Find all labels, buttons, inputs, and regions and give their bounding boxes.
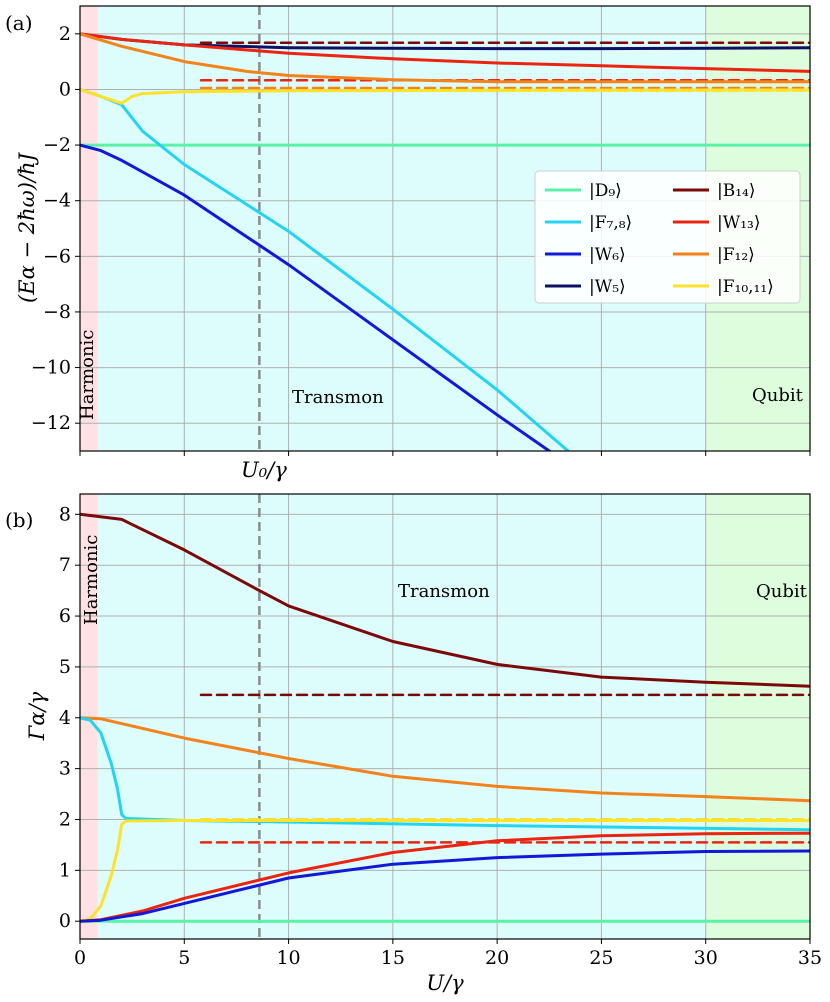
series-line-5 [80, 32, 810, 73]
series-line-2 [80, 143, 551, 451]
panel-b-series [80, 512, 810, 923]
y-tick-label: 2 [59, 808, 71, 830]
x-tick-label: 25 [589, 947, 613, 969]
legend: |D₉⟩ |F₇,₈⟩ |W₆⟩ |W₅⟩ |B₁₄⟩ |W₁₃⟩ |F₁₂⟩ |F₁₀,₁₁… [534, 170, 801, 304]
y-tick-label: −2 [43, 134, 71, 156]
y-tick-label: 0 [59, 910, 71, 932]
panel-b-harmonic-label: Harmonic [81, 535, 102, 625]
legend-entry: |W₅⟩ [589, 277, 626, 297]
panel-a-transmon-label: Transmon [292, 387, 384, 408]
y-tick-label: −8 [43, 301, 71, 323]
x-tick-label: 5 [178, 947, 190, 969]
y-tick-label: 3 [59, 758, 71, 780]
x-tick-label: 20 [485, 947, 509, 969]
y-tick-label: 4 [59, 707, 71, 729]
region-harmonic [80, 6, 98, 451]
panel-a: 2 0 −2 −4 −6 −8 −10 −12 (a) (Eα − 2ħω)/ħJ Harmo… [5, 5, 811, 482]
panel-b-y-ticks: 0 1 2 3 4 5 6 7 8 [59, 503, 80, 932]
y-tick-label: −4 [43, 190, 71, 212]
series-line-6 [80, 819, 810, 923]
y-tick-label: 8 [59, 503, 71, 525]
y-tick-label: −10 [31, 357, 71, 379]
legend-entry: |B₁₄⟩ [717, 181, 755, 201]
series-line-7 [80, 32, 810, 84]
y-tick-label: 7 [59, 554, 71, 576]
series-line-8 [80, 831, 810, 923]
panel-a-x-ticks [79, 451, 811, 456]
x-tick-label: 0 [74, 947, 86, 969]
u0-marker-label: U₀/γ [241, 458, 287, 482]
panel-a-frame [79, 5, 811, 452]
region-transmon [97, 494, 706, 939]
panel-a-y-axis-label: (Eα − 2ħω)/ħJ [15, 151, 39, 302]
legend-box [534, 170, 801, 304]
x-tick-label: 30 [694, 947, 718, 969]
x-axis-label: U/γ [426, 971, 464, 995]
legend-entry: |W₆⟩ [589, 245, 626, 265]
panel-a-qubit-label: Qubit [752, 385, 804, 406]
y-tick-label: 0 [59, 78, 71, 100]
panel-b-y-axis-label: Γα/γ [25, 691, 49, 741]
panel-b: 0 1 2 3 4 5 6 7 8 0 5 10 15 20 25 30 35 (b) Γα/γ U/γ Ha… [5, 493, 822, 995]
y-tick-label: 5 [59, 656, 71, 678]
y-tick-label: −6 [43, 245, 71, 267]
y-tick-label: 1 [59, 859, 71, 881]
region-qubit [705, 494, 810, 939]
panel-b-qubit-label: Qubit [756, 581, 808, 602]
x-tick-label: 15 [381, 947, 405, 969]
y-tick-label: 6 [59, 605, 71, 627]
y-tick-label: 2 [59, 23, 71, 45]
series-line-5 [80, 716, 810, 832]
panel-b-x-ticks: 0 5 10 15 20 25 30 35 [74, 939, 822, 969]
panel-a-series [80, 32, 810, 451]
region-harmonic [80, 494, 98, 939]
panel-b-label: (b) [5, 508, 33, 532]
series-line-1 [80, 512, 810, 688]
series-line-10 [80, 849, 810, 923]
y-tick-label: −12 [31, 412, 71, 434]
panel-a-label: (a) [5, 11, 33, 35]
legend-entry: |F₁₂⟩ [717, 245, 755, 265]
panel-b-frame [79, 493, 811, 940]
legend-entry: |F₇,₈⟩ [589, 213, 632, 233]
panel-b-region-backgrounds [80, 494, 810, 939]
legend-entry: |F₁₀,₁₁⟩ [717, 277, 774, 297]
x-tick-label: 10 [276, 947, 300, 969]
panel-a-y-ticks: 2 0 −2 −4 −6 −8 −10 −12 [31, 23, 80, 434]
panel-b-transmon-label: Transmon [398, 581, 490, 602]
series-line-3 [80, 716, 810, 803]
panel-a-harmonic-label: Harmonic [77, 330, 98, 420]
x-tick-label: 35 [798, 947, 822, 969]
legend-entry: |W₁₃⟩ [717, 213, 760, 233]
legend-entry: |D₉⟩ [589, 181, 622, 201]
